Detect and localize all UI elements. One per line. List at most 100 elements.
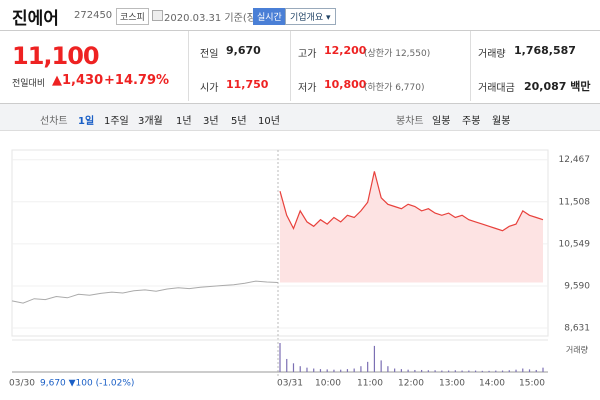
volume-bar <box>319 369 322 372</box>
period-tab[interactable]: 3개월 <box>138 116 163 127</box>
volume-bar <box>380 360 382 372</box>
volume-bar <box>326 369 328 372</box>
plot-frame <box>11 149 549 337</box>
today-line <box>279 171 544 232</box>
volume-bar <box>535 369 537 372</box>
x-tick-label: 14:00 <box>479 379 505 389</box>
divider <box>470 31 471 101</box>
change-rate: +14.79% <box>104 73 170 88</box>
volume-bar <box>313 368 315 372</box>
volume-bar <box>407 369 409 372</box>
volume-bar <box>286 358 288 372</box>
change-label: 전일대비 <box>12 79 46 89</box>
item-value: 9,670 <box>226 44 261 57</box>
volume-bar <box>542 367 544 372</box>
calendar-icon <box>152 10 163 21</box>
prev-day-line <box>11 280 279 304</box>
quote-date: 2020.03.31 기준(장마감) <box>164 13 279 24</box>
quote-panel <box>0 30 600 104</box>
volume-bar <box>427 370 429 372</box>
period-tab[interactable]: 3년 <box>203 116 219 127</box>
item-label: 거래량 <box>478 49 506 60</box>
period-tab[interactable]: 월봉 <box>492 116 511 127</box>
volume-bar <box>441 370 443 372</box>
line-chart-label: 선차트 <box>40 116 68 127</box>
market-badge: 코스피 <box>116 8 149 25</box>
period-tab[interactable]: 일봉 <box>432 116 451 127</box>
x-tick-label: 11:00 <box>357 379 383 389</box>
x-tick-label: 15:00 <box>519 379 545 389</box>
item-value: 20,087 백만 <box>524 80 591 93</box>
y-tick-label: 8,631 <box>564 324 590 334</box>
volume-bar <box>461 370 463 372</box>
volume-bar <box>400 369 402 372</box>
volume-bar <box>387 366 389 372</box>
volume-bar <box>488 370 490 372</box>
item-value: 1,768,587 <box>514 44 576 57</box>
x-tick-label: 10:00 <box>315 379 341 389</box>
item-label: 고가 <box>298 49 317 60</box>
volume-bar <box>394 368 396 372</box>
volume-bar <box>421 369 423 372</box>
volume-bar <box>373 345 376 372</box>
period-tab[interactable]: 1주일 <box>104 116 129 127</box>
item-note: (하한가 6,770) <box>364 83 425 93</box>
volume-bar <box>508 370 510 372</box>
volume-bar <box>340 369 342 372</box>
volume-bar <box>528 369 531 372</box>
volume-bar <box>434 370 436 372</box>
volume-bar <box>522 368 524 372</box>
x-tick-label: 03/30 <box>9 379 35 389</box>
period-tab[interactable]: 1년 <box>176 116 192 127</box>
period-tab[interactable]: 주봉 <box>462 116 481 127</box>
price-chart: 12,467 11,508 10,549 9,590 8,631 거래량 03/30 03/3… <box>9 149 591 389</box>
volume-label: 거래량 <box>566 345 589 355</box>
y-tick-label: 10,549 <box>559 239 591 249</box>
x-tick-label: 12:00 <box>398 379 424 389</box>
x-tick-label: 13:00 <box>439 379 465 389</box>
item-value: 12,200 <box>324 44 367 57</box>
volume-bar <box>346 369 349 372</box>
item-label: 저가 <box>298 83 317 94</box>
period-bar <box>0 104 600 131</box>
volume-bar <box>447 370 450 372</box>
volume-bar <box>360 366 362 372</box>
y-tick-label: 11,508 <box>559 197 591 207</box>
volume-bar <box>299 366 301 372</box>
item-value: 10,800 <box>324 78 367 91</box>
period-tab[interactable]: 1일 <box>78 116 95 127</box>
company-info-button[interactable]: 기업개요 ▾ <box>285 8 336 25</box>
x-tick-label: 03/31 <box>277 379 303 389</box>
price-change: ▲1,430 <box>52 73 104 88</box>
volume-bar <box>333 369 335 372</box>
item-label: 전일 <box>200 49 219 60</box>
item-label: 시가 <box>200 83 219 94</box>
prev-day-summary: 9,670 ▼100 (-1.02%) <box>40 379 134 389</box>
item-value: 11,750 <box>226 78 269 91</box>
volume-bar <box>306 367 308 372</box>
period-tab[interactable]: 5년 <box>231 116 247 127</box>
divider <box>290 31 291 101</box>
item-label: 거래대금 <box>478 83 515 94</box>
volume-bar <box>279 343 281 372</box>
today-area <box>280 171 543 283</box>
volume-bar <box>481 370 483 372</box>
y-tick-label: 9,590 <box>564 281 590 291</box>
volume-bar <box>501 370 504 372</box>
current-price: 11,100 <box>12 42 100 70</box>
volume-bar <box>468 370 470 372</box>
candle-chart-label: 봉차트 <box>396 116 424 127</box>
divider <box>188 31 189 101</box>
y-tick-label: 12,467 <box>559 155 591 165</box>
volume-bar <box>292 363 295 372</box>
volume-bar <box>454 370 456 372</box>
realtime-button[interactable]: 실시간 <box>253 8 286 25</box>
volume-bar <box>495 370 497 372</box>
period-tab[interactable]: 10년 <box>258 116 280 127</box>
stock-code: 272450 <box>74 10 113 21</box>
item-note: (상한가 12,550) <box>364 49 431 59</box>
volume-bar <box>414 369 416 372</box>
volume-bar <box>367 361 369 372</box>
stock-name: 진에어 <box>12 9 59 29</box>
